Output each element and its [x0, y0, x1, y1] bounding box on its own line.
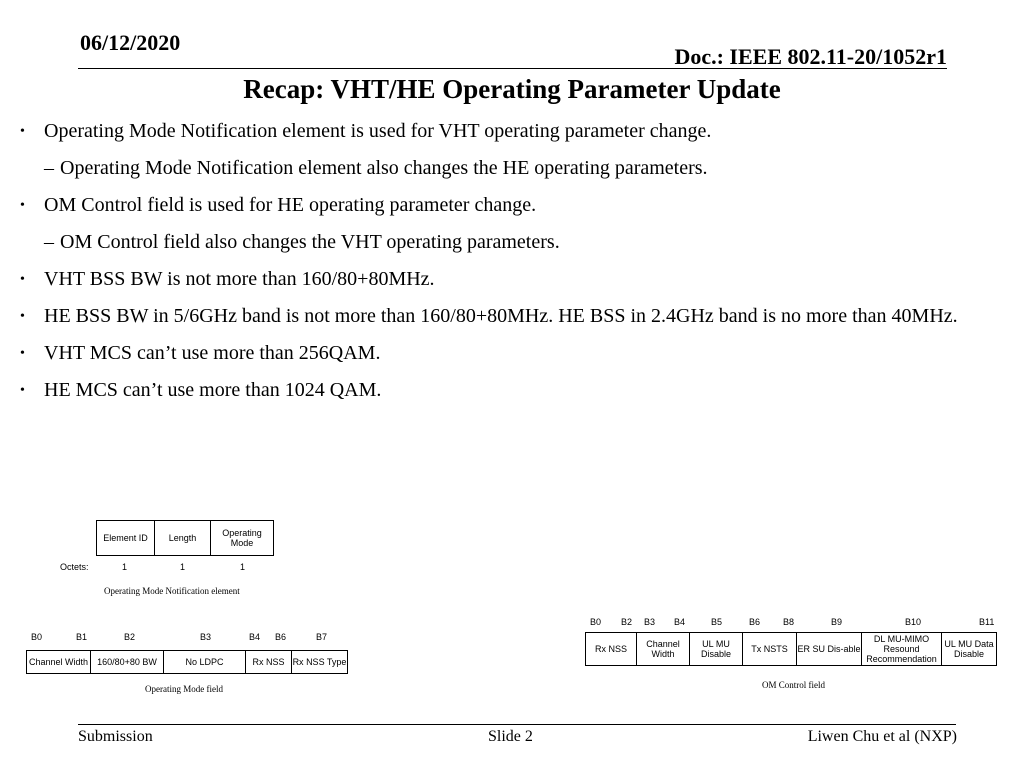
field-ul-mu-disable: UL MU Disable [689, 632, 743, 666]
bit-label: B11 [979, 617, 995, 627]
bit-label: B0 [590, 617, 602, 627]
operating-mode-field-diagram: Channel Width 160/80+80 BW No LDPC Rx NS… [26, 650, 348, 674]
bit-label: B6 [275, 632, 287, 642]
bullet-list: • Operating Mode Notification element is … [20, 119, 980, 415]
bullet-text: HE BSS BW in 5/6GHz band is not more tha… [44, 305, 958, 327]
bit-label: B7 [316, 632, 328, 642]
bullet-dot: • [20, 383, 25, 398]
field-ul-mu-data-disable: UL MU Data Disable [941, 632, 997, 666]
field-length: Length [154, 520, 211, 556]
bit-label: B9 [831, 617, 843, 627]
octet-value: 1 [180, 562, 186, 572]
bullet-dot: • [20, 346, 25, 361]
omn-element-diagram: Element ID Length Operating Mode [96, 520, 274, 556]
dash-glyph: – [44, 231, 54, 253]
bit-label: B5 [711, 617, 723, 627]
bit-label: B6 [749, 617, 761, 627]
dash-glyph: – [44, 157, 54, 179]
omn-caption: Operating Mode Notification element [104, 586, 240, 596]
field-160-80-80-bw: 160/80+80 BW [90, 650, 164, 674]
bit-label: B0 [31, 632, 43, 642]
footer-submission: Submission [78, 728, 153, 745]
octet-value: 1 [122, 562, 128, 572]
slide-title: Recap: VHT/HE Operating Parameter Update [243, 74, 781, 104]
field-no-ldpc: No LDPC [163, 650, 246, 674]
bullet-dot: • [20, 309, 25, 324]
field-er-su-disable: ER SU Dis-able [796, 632, 862, 666]
bullet-text: HE MCS can’t use more than 1024 QAM. [44, 379, 382, 401]
header-date: 06/12/2020 [80, 30, 181, 55]
omf-caption: Operating Mode field [145, 684, 223, 694]
octet-value: 1 [240, 562, 246, 572]
field-channel-width: Channel Width [636, 632, 690, 666]
bit-label: B4 [674, 617, 686, 627]
footer-divider [78, 724, 956, 725]
field-rx-nss-type: Rx NSS Type [291, 650, 348, 674]
bullet-item: • VHT MCS can’t use more than 256QAM. [20, 341, 980, 366]
footer-authors: Liwen Chu et al (NXP) [807, 728, 957, 745]
bullet-text: VHT BSS BW is not more than 160/80+80MHz… [44, 268, 435, 290]
field-channel-width: Channel Width [26, 650, 91, 674]
sub-bullet-text: Operating Mode Notification element also… [60, 157, 708, 179]
bullet-item: • OM Control field is used for HE operati… [20, 193, 980, 218]
bullet-dot: • [20, 272, 25, 287]
sub-bullet-item: – Operating Mode Notification element als… [20, 156, 980, 181]
bullet-item: • Operating Mode Notification element is … [20, 119, 980, 144]
header-divider [78, 68, 947, 69]
field-rx-nss: Rx NSS [585, 632, 637, 666]
bit-label: B2 [124, 632, 136, 642]
bullet-dot: • [20, 198, 25, 213]
bit-label: B10 [905, 617, 922, 627]
bullet-item: • VHT BSS BW is not more than 160/80+80MH… [20, 267, 980, 292]
field-dl-mu-mimo-resound: DL MU-MIMO Resound Recommendation [861, 632, 942, 666]
bullet-item: • HE MCS can’t use more than 1024 QAM. [20, 378, 980, 403]
sub-bullet-text: OM Control field also changes the VHT op… [60, 231, 560, 253]
sub-bullet-item: – OM Control field also changes the VHT o… [20, 230, 980, 255]
bit-label: B3 [644, 617, 656, 627]
octets-label: Octets: [60, 562, 89, 572]
field-rx-nss: Rx NSS [245, 650, 292, 674]
header-doc-number: Doc.: IEEE 802.11-20/1052r1 [674, 44, 947, 69]
bullet-dot: • [20, 124, 25, 139]
bullet-text: Operating Mode Notification element is u… [44, 120, 712, 142]
bullet-item: • HE BSS BW in 5/6GHz band is not more th… [20, 304, 980, 329]
bullet-text: OM Control field is used for HE operatin… [44, 194, 537, 216]
bit-label: B2 [621, 617, 633, 627]
bit-label: B4 [249, 632, 261, 642]
om-control-field-diagram: Rx NSS Channel Width UL MU Disable Tx NS… [585, 632, 997, 666]
omc-caption: OM Control field [762, 680, 825, 690]
bit-label: B3 [200, 632, 212, 642]
bit-label: B1 [76, 632, 88, 642]
field-operating-mode: Operating Mode [210, 520, 274, 556]
field-tx-nsts: Tx NSTS [742, 632, 797, 666]
footer-slide-number: Slide 2 [488, 728, 533, 745]
bullet-text: VHT MCS can’t use more than 256QAM. [44, 342, 381, 364]
bit-label: B8 [783, 617, 795, 627]
field-element-id: Element ID [96, 520, 155, 556]
